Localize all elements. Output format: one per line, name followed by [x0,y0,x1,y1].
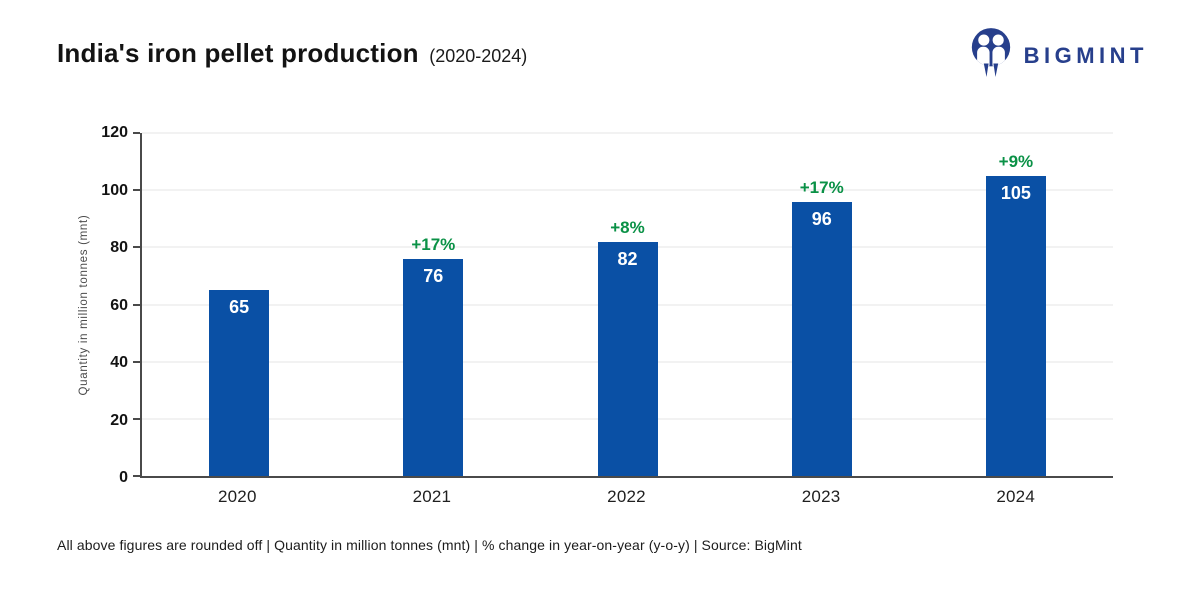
bar-value-label: 65 [229,297,250,318]
y-axis-labels: 0 20 40 60 80 100 120 [0,125,128,486]
x-axis-label-2022: 2022 [607,487,646,506]
x-axis-label-2020: 2020 [217,487,257,506]
plot-area: 65 76 +17% 82 +8% 96 +17% 105 +9% [133,132,1113,478]
chart-title: India's iron pellet production [57,38,419,68]
bar-band-2021: 76 +17% [336,133,530,476]
y-tick-label: 20 [110,411,128,429]
bar-band-2022: 82 +8% [530,133,724,476]
bar-2022: 82 [597,241,658,476]
y-tick-mark [133,189,140,192]
bar-pct-change-label: +17% [411,234,456,254]
gridline [142,189,1113,191]
bigmint-logo-text: BIGMINT [1023,42,1148,68]
bar-value-label: 76 [423,265,444,286]
page-title: India's iron pellet production (2020-202… [57,38,527,69]
y-tick-mark [133,417,140,420]
footnote: All above figures are rounded off | Quan… [57,537,802,553]
y-axis-title: Quantity in million tonnes (mnt) [78,214,90,396]
y-tick-label: 100 [101,181,128,199]
x-axis-labels: 2020 2021 2022 2023 2024 [140,487,1113,507]
x-axis-label-2024: 2024 [996,487,1035,506]
bar-band-2020: 65 [142,133,336,476]
y-tick-label: 40 [110,354,128,371]
bar-2021: 76 [403,258,464,476]
bar-2020: 65 [209,290,270,476]
y-tick-mark [133,132,140,134]
bar-2023: 96 [791,201,852,476]
x-axis-label-2021: 2021 [412,487,452,506]
bar-band-2024: 105 +9% [919,133,1113,476]
bar-band-2023: 96 +17% [725,133,919,476]
y-tick-label: 0 [119,469,128,486]
y-tick-label: 60 [110,296,128,314]
bars-container: 65 76 +17% 82 +8% 96 +17% 105 +9% [142,133,1113,476]
y-tick-mark [133,475,140,477]
bar-pct-change-label: +9% [998,151,1034,171]
gridline [142,132,1113,134]
bigmint-logo: BIGMINT [968,26,1148,85]
bar-value-label: 96 [811,208,832,229]
bigmint-logo-icon [968,26,1014,85]
bar-value-label: 105 [1000,182,1031,203]
y-tick-mark [133,246,140,249]
bar-value-label: 82 [617,248,638,269]
y-tick-label: 120 [101,124,128,141]
bar-2024: 105 [985,175,1046,476]
bar-pct-change-label: +17% [799,177,844,197]
bar-pct-change-label: +8% [610,217,645,237]
x-axis-label-2023: 2023 [801,487,841,506]
y-tick-mark [133,360,140,363]
y-tick-mark [133,303,140,306]
y-tick-label: 80 [110,239,128,256]
chart-title-period: (2020-2024) [429,46,528,66]
